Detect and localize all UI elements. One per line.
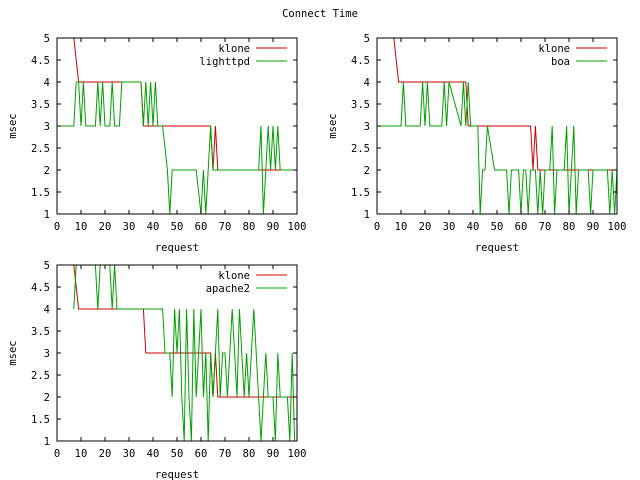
x-tick-label: 100 [288, 221, 307, 233]
y-tick-label: 4.5 [31, 55, 50, 67]
x-tick-label: 50 [171, 221, 184, 233]
series-line-lighttpd [57, 81, 297, 214]
y-tick-label: 4.5 [351, 55, 370, 67]
legend-label-boa: boa [551, 56, 570, 68]
y-tick-label: 2 [44, 165, 50, 177]
x-tick-label: 30 [123, 221, 136, 233]
y-tick-label: 2.5 [351, 143, 370, 155]
figure-title: Connect Time [282, 8, 358, 20]
x-tick-label: 10 [395, 221, 408, 233]
y-tick-label: 5 [364, 33, 370, 45]
y-tick-label: 1.5 [31, 187, 50, 199]
x-tick-label: 30 [443, 221, 456, 233]
x-tick-label: 10 [75, 221, 88, 233]
y-tick-label: 4 [364, 77, 370, 89]
x-tick-label: 40 [467, 221, 480, 233]
x-tick-label: 90 [267, 221, 280, 233]
x-tick-label: 100 [288, 448, 307, 460]
legend-label-apache2: apache2 [206, 283, 250, 295]
x-tick-label: 90 [267, 448, 280, 460]
x-tick-label: 60 [195, 448, 208, 460]
y-tick-label: 1 [44, 209, 50, 221]
x-tick-label: 80 [563, 221, 576, 233]
y-tick-label: 2 [364, 165, 370, 177]
x-tick-label: 60 [195, 221, 208, 233]
x-tick-label: 50 [171, 448, 184, 460]
y-axis-label: msec [7, 340, 19, 365]
y-tick-label: 5 [44, 33, 50, 45]
series-line-klone [393, 38, 617, 171]
x-axis-label: request [475, 242, 519, 254]
y-tick-label: 2.5 [31, 143, 50, 155]
chart-panel-3: 0 10 20 30 40 50 60 70 80 90 100 1 1.5 2 2.5 3 3.5 4 4.5 5 r… [7, 260, 306, 480]
y-tick-label: 3.5 [31, 326, 50, 338]
y-tick-label: 3 [364, 121, 370, 133]
chart-panel-1: 0 10 20 30 40 50 60 70 80 90 100 1 1.5 2 2.5 3 3.5 4 4.5 5 r… [7, 33, 306, 254]
y-tick-label: 4.5 [31, 282, 50, 294]
x-tick-label: 70 [219, 448, 232, 460]
y-axis-label: msec [7, 113, 19, 138]
x-axis-label: request [155, 242, 199, 254]
y-tick-label: 1.5 [31, 414, 50, 426]
series-line-boa [377, 81, 617, 214]
legend-label-klone: klone [218, 270, 250, 282]
series-lines [377, 38, 617, 214]
y-tick-label: 4 [44, 77, 50, 89]
series-line-apache2 [73, 265, 297, 441]
y-tick-label: 1 [44, 436, 50, 448]
y-tick-label: 3 [44, 348, 50, 360]
x-tick-label: 0 [374, 221, 380, 233]
x-tick-label: 20 [99, 221, 112, 233]
y-tick-label: 2 [44, 392, 50, 404]
y-tick-label: 1.5 [351, 187, 370, 199]
x-tick-label: 70 [219, 221, 232, 233]
x-tick-label: 100 [608, 221, 627, 233]
x-tick-label: 60 [515, 221, 528, 233]
series-lines [57, 38, 297, 214]
y-tick-label: 5 [44, 260, 50, 272]
y-tick-label: 1 [364, 209, 370, 221]
y-tick-label: 3 [44, 121, 50, 133]
x-tick-label: 50 [491, 221, 504, 233]
x-tick-label: 0 [54, 448, 60, 460]
y-tick-label: 2.5 [31, 370, 50, 382]
x-tick-label: 20 [99, 448, 112, 460]
x-tick-label: 70 [539, 221, 552, 233]
y-axis-label: msec [327, 113, 339, 138]
x-tick-label: 0 [54, 221, 60, 233]
x-tick-label: 20 [419, 221, 432, 233]
y-tick-label: 3.5 [351, 99, 370, 111]
x-tick-label: 90 [587, 221, 600, 233]
x-tick-label: 40 [147, 221, 160, 233]
legend-label-lighttpd: lighttpd [199, 56, 250, 68]
x-tick-label: 10 [75, 448, 88, 460]
legend-label-klone: klone [218, 43, 250, 55]
x-axis-label: request [155, 469, 199, 480]
y-tick-label: 4 [44, 304, 50, 316]
legend-label-klone: klone [538, 43, 570, 55]
x-tick-label: 30 [123, 448, 136, 460]
series-line-klone [73, 38, 297, 171]
chart-panel-2: 0 10 20 30 40 50 60 70 80 90 100 1 1.5 2 2.5 3 3.5 4 4.5 5 r… [327, 33, 626, 254]
x-tick-label: 40 [147, 448, 160, 460]
series-lines [73, 265, 297, 441]
x-tick-label: 80 [243, 221, 256, 233]
y-tick-label: 3.5 [31, 99, 50, 111]
x-tick-label: 80 [243, 448, 256, 460]
